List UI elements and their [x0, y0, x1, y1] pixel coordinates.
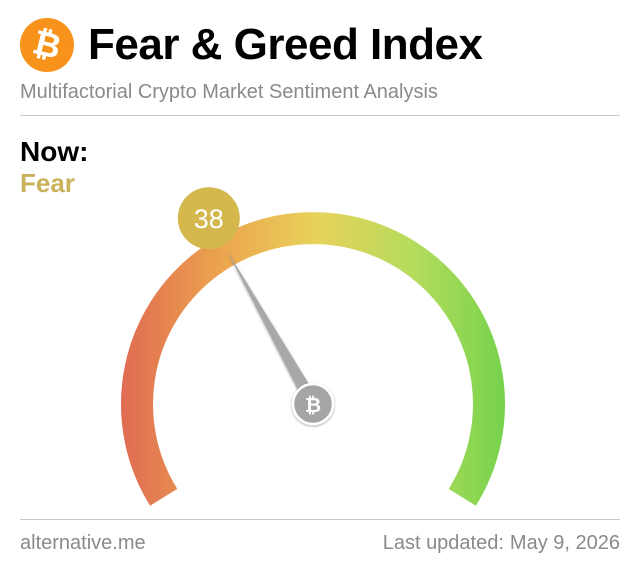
footer-divider — [20, 519, 620, 520]
last-updated: Last updated: May 9, 2026 — [383, 532, 620, 555]
bitcoin-icon: ₿ — [305, 393, 321, 417]
last-updated-label: Last updated: — [382, 532, 504, 554]
divider — [20, 115, 620, 116]
value-badge-text: 38 — [194, 204, 224, 234]
gauge-needle — [226, 250, 320, 408]
page-title: Fear & Greed Index — [88, 20, 483, 69]
last-updated-date: May 9, 2026 — [509, 532, 620, 554]
value-badge — [177, 187, 240, 250]
page-subtitle: Multifactorial Crypto Market Sentiment A… — [20, 81, 438, 103]
header: ₿ Fear & Greed Index — [20, 18, 483, 72]
gauge-hub — [291, 382, 335, 426]
sentiment-classification: Fear — [20, 168, 75, 198]
bitcoin-icon: ₿ — [20, 18, 74, 72]
source-link[interactable]: alternative.me — [20, 532, 146, 554]
gauge-arc — [121, 212, 505, 506]
now-label: Now: — [20, 136, 89, 167]
